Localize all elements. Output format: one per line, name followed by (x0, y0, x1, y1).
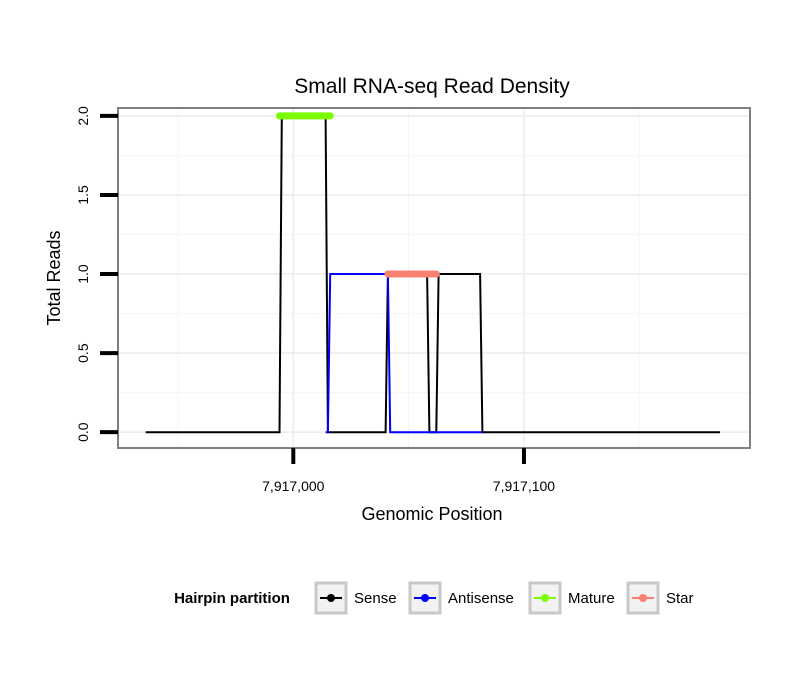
y-axis-label: Total Reads (44, 230, 64, 325)
legend-key-dot-star (639, 594, 647, 602)
y-tick-label: 1.0 (75, 264, 91, 284)
x-axis-label: Genomic Position (361, 504, 502, 524)
x-tick-label: 7,917,000 (262, 478, 324, 494)
y-axis: 0.0 0.5 1.0 1.5 2.0 (75, 106, 118, 442)
legend-label-star: Star (666, 590, 694, 607)
series-lines (145, 112, 720, 434)
legend-label-mature: Mature (568, 590, 615, 607)
legend-title: Hairpin partition (174, 590, 290, 607)
legend-key-dot-antisense (421, 594, 429, 602)
x-axis: 7,917,000 7,917,100 (262, 448, 555, 494)
y-tick-label: 0.5 (75, 343, 91, 363)
plot-border (117, 107, 751, 449)
chart-title: Small RNA-seq Read Density (294, 75, 570, 98)
series-line-antisense (325, 273, 483, 434)
legend-label-sense: Sense (354, 590, 397, 607)
y-tick-label: 2.0 (75, 106, 91, 126)
y-tick-label: 0.0 (75, 422, 91, 442)
y-tick-label: 1.5 (75, 185, 91, 205)
legend-key-dot-mature (541, 594, 549, 602)
plot-panel (118, 108, 750, 448)
legend: Hairpin partition Sense Antisense Mature St… (174, 581, 694, 615)
legend-label-antisense: Antisense (448, 590, 514, 607)
x-tick-label: 7,917,100 (493, 478, 555, 494)
legend-key-dot-sense (327, 594, 335, 602)
